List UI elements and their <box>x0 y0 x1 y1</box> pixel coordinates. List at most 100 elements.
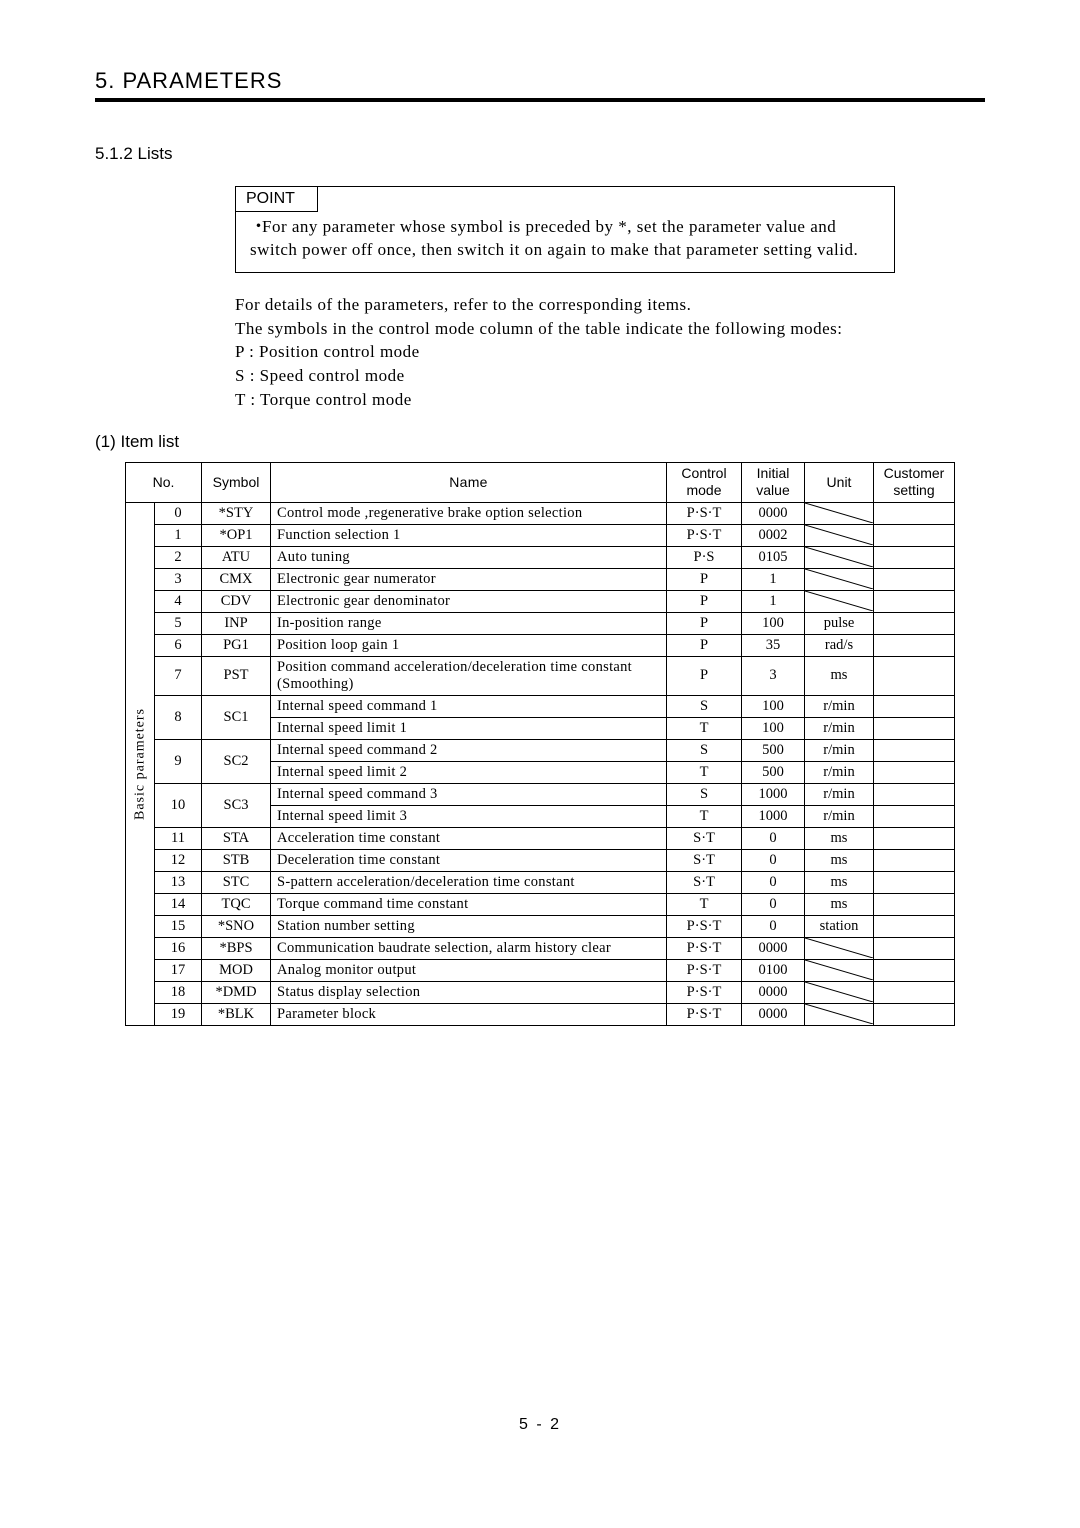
cell-unit: r/min <box>805 717 874 739</box>
cell-symbol: STC <box>202 871 271 893</box>
cell-customer <box>874 546 955 568</box>
cell-mode: P·S·T <box>667 915 742 937</box>
cell-name: In-position range <box>271 612 667 634</box>
table-row: 8SC1Internal speed command 1S100r/min <box>126 695 955 717</box>
cell-name: Deceleration time constant <box>271 849 667 871</box>
cell-unit: ms <box>805 656 874 695</box>
cell-symbol: PG1 <box>202 634 271 656</box>
table-row: 2ATUAuto tuningP·S0105 <box>126 546 955 568</box>
cell-mode: S <box>667 783 742 805</box>
cell-mode: S <box>667 739 742 761</box>
cell-no: 6 <box>155 634 202 656</box>
cell-unit: r/min <box>805 761 874 783</box>
cell-name: Parameter block <box>271 1003 667 1025</box>
cell-init: 1000 <box>742 783 805 805</box>
cell-init: 100 <box>742 612 805 634</box>
table-row: 1*OP1Function selection 1P·S·T0002 <box>126 524 955 546</box>
cell-mode: T <box>667 805 742 827</box>
cell-name: Torque command time constant <box>271 893 667 915</box>
table-row: 4CDVElectronic gear denominatorP1 <box>126 590 955 612</box>
point-box: POINT ・For any parameter whose symbol is… <box>235 186 895 273</box>
bullet-icon: ・ <box>250 216 262 239</box>
cell-symbol: STB <box>202 849 271 871</box>
cell-customer <box>874 805 955 827</box>
header-row: No. Symbol Name Controlmode Initialvalue… <box>126 462 955 502</box>
cell-unit: ms <box>805 871 874 893</box>
cell-symbol: ATU <box>202 546 271 568</box>
cell-init: 0 <box>742 849 805 871</box>
cell-customer <box>874 656 955 695</box>
cell-customer <box>874 1003 955 1025</box>
table-row: 7PSTPosition command acceleration/decele… <box>126 656 955 695</box>
cell-no: 15 <box>155 915 202 937</box>
cell-customer <box>874 695 955 717</box>
cell-customer <box>874 568 955 590</box>
cell-unit <box>805 568 874 590</box>
cell-mode: P·S <box>667 546 742 568</box>
chapter-title: 5. PARAMETERS <box>95 68 985 94</box>
cell-init: 500 <box>742 761 805 783</box>
cell-symbol: *BLK <box>202 1003 271 1025</box>
cell-customer <box>874 937 955 959</box>
cell-init: 0000 <box>742 981 805 1003</box>
cell-no: 0 <box>155 502 202 524</box>
cell-mode: S·T <box>667 849 742 871</box>
diagonal-icon <box>805 503 873 523</box>
table-row: 10SC3Internal speed command 3S1000r/min <box>126 783 955 805</box>
cell-unit: r/min <box>805 695 874 717</box>
table-row: 18*DMDStatus display selectionP·S·T0000 <box>126 981 955 1003</box>
cell-symbol: PST <box>202 656 271 695</box>
item-list-title: (1) Item list <box>95 432 985 452</box>
page-number: 5 - 2 <box>0 1416 1080 1434</box>
cell-init: 0 <box>742 893 805 915</box>
cell-no: 2 <box>155 546 202 568</box>
diagonal-icon <box>805 1004 873 1024</box>
cell-customer <box>874 524 955 546</box>
cell-name: Analog monitor output <box>271 959 667 981</box>
cell-no: 7 <box>155 656 202 695</box>
cell-unit <box>805 524 874 546</box>
cell-no: 9 <box>155 739 202 783</box>
point-body: ・For any parameter whose symbol is prece… <box>236 212 894 272</box>
cell-no: 4 <box>155 590 202 612</box>
cell-name: Electronic gear numerator <box>271 568 667 590</box>
point-text: For any parameter whose symbol is preced… <box>250 217 858 259</box>
table-row: 13STCS-pattern acceleration/deceleration… <box>126 871 955 893</box>
cell-init: 500 <box>742 739 805 761</box>
cell-symbol: *DMD <box>202 981 271 1003</box>
cell-init: 0 <box>742 827 805 849</box>
table-row: 14TQCTorque command time constantT0ms <box>126 893 955 915</box>
chapter-rule <box>95 98 985 102</box>
cell-unit <box>805 546 874 568</box>
cell-customer <box>874 871 955 893</box>
cell-symbol: SC1 <box>202 695 271 739</box>
cell-unit: r/min <box>805 739 874 761</box>
cell-no: 18 <box>155 981 202 1003</box>
cell-mode: P·S·T <box>667 524 742 546</box>
cell-unit <box>805 590 874 612</box>
cell-name: Auto tuning <box>271 546 667 568</box>
group-label: Basic parameters <box>126 502 155 1025</box>
cell-init: 0000 <box>742 502 805 524</box>
cell-no: 1 <box>155 524 202 546</box>
cell-name: Communication baudrate selection, alarm … <box>271 937 667 959</box>
mode-p: P : Position control mode <box>235 340 895 364</box>
header-unit: Unit <box>805 462 874 502</box>
mode-t: T : Torque control mode <box>235 388 895 412</box>
cell-no: 12 <box>155 849 202 871</box>
cell-symbol: SC3 <box>202 783 271 827</box>
cell-unit <box>805 959 874 981</box>
header-no: No. <box>126 462 202 502</box>
cell-name: Electronic gear denominator <box>271 590 667 612</box>
table-row: 19*BLKParameter blockP·S·T0000 <box>126 1003 955 1025</box>
diagonal-icon <box>805 525 873 545</box>
cell-name: Position loop gain 1 <box>271 634 667 656</box>
cell-init: 1000 <box>742 805 805 827</box>
cell-init: 100 <box>742 717 805 739</box>
cell-init: 1 <box>742 568 805 590</box>
cell-unit: r/min <box>805 805 874 827</box>
cell-symbol: *STY <box>202 502 271 524</box>
cell-customer <box>874 915 955 937</box>
cell-init: 0105 <box>742 546 805 568</box>
cell-mode: T <box>667 893 742 915</box>
